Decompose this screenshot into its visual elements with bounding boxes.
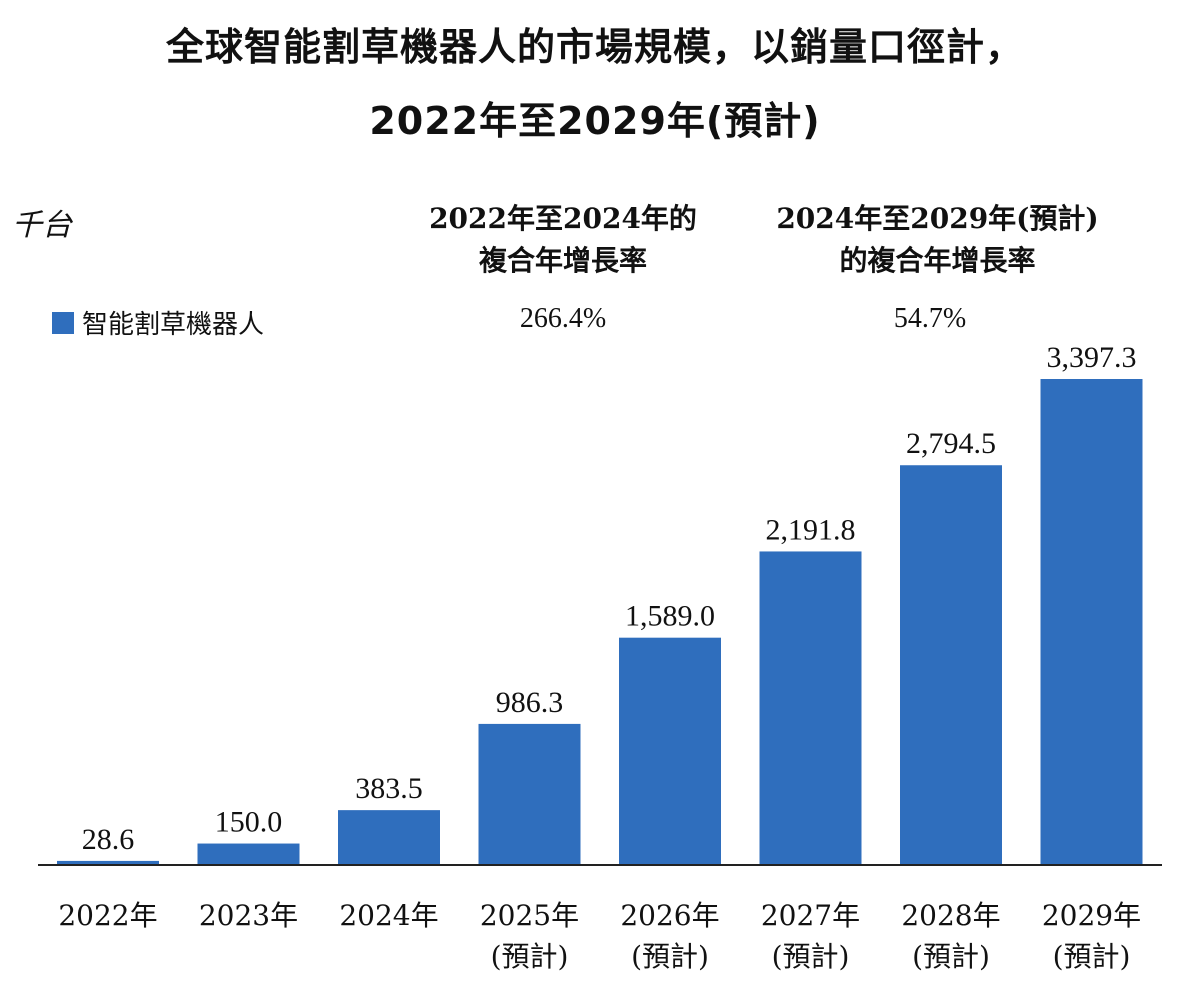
cagr-2-value: 54.7%	[893, 303, 967, 334]
bar	[478, 723, 581, 865]
cagr-2-header-line-2: 的複合年增長率	[839, 244, 1036, 277]
unit-label: 千台	[12, 208, 72, 243]
x-tick-label: 2024年	[339, 899, 438, 932]
x-tick-label: 2026年	[620, 899, 719, 932]
bar-value-label: 1,589.0	[625, 600, 715, 633]
x-tick-label: (預計)	[491, 940, 569, 973]
cagr-1-header-line-1: 2022年至2024年的	[429, 202, 697, 235]
x-tick-label: 2023年	[199, 899, 298, 932]
x-tick-label: 2029年	[1042, 899, 1141, 932]
chart-title-line-1: 全球智能割草機器人的市場規模，以銷量口徑計，	[165, 25, 1024, 69]
bar-value-label: 28.6	[82, 823, 135, 856]
x-tick-label: 2022年	[58, 899, 157, 932]
x-tick-label: 2025年	[480, 899, 579, 932]
cagr-1-header: 2022年至2024年的 複合年增長率	[413, 198, 713, 282]
cagr-1-value: 266.4%	[519, 303, 607, 334]
legend: 智能割草機器人	[52, 304, 264, 341]
x-tick-label: (預計)	[1053, 940, 1131, 973]
bar-value-label: 150.0	[215, 806, 283, 839]
legend-swatch	[52, 311, 74, 334]
bar	[197, 843, 300, 865]
bar	[338, 810, 440, 865]
cagr-2-header-line-1: 2024年至2029年(預計)	[776, 202, 1099, 235]
x-tick-label: (預計)	[631, 940, 709, 973]
bar	[759, 551, 862, 865]
x-tick-label: (預計)	[772, 940, 850, 973]
bar	[619, 637, 721, 865]
x-tick-label: 2028年	[901, 899, 1000, 932]
bar-value-label: 2,794.5	[906, 427, 996, 460]
bar	[1040, 379, 1143, 865]
bar-value-label: 3,397.3	[1047, 341, 1137, 374]
bar	[57, 860, 159, 865]
bar	[900, 465, 1002, 865]
chart-title-line-2: 2022年至2029年(預計)	[369, 99, 821, 143]
cagr-1-header-line-2: 複合年增長率	[478, 244, 647, 277]
cagr-2-header: 2024年至2029年(預計) 的複合年增長率	[745, 198, 1130, 282]
bar-value-label: 986.3	[496, 686, 564, 719]
x-tick-label: 2027年	[761, 899, 860, 932]
bar-value-label: 383.5	[355, 772, 423, 805]
x-tick-label: (預計)	[912, 940, 990, 973]
bar-value-label: 2,191.8	[766, 513, 856, 546]
legend-label: 智能割草機器人	[82, 310, 265, 340]
